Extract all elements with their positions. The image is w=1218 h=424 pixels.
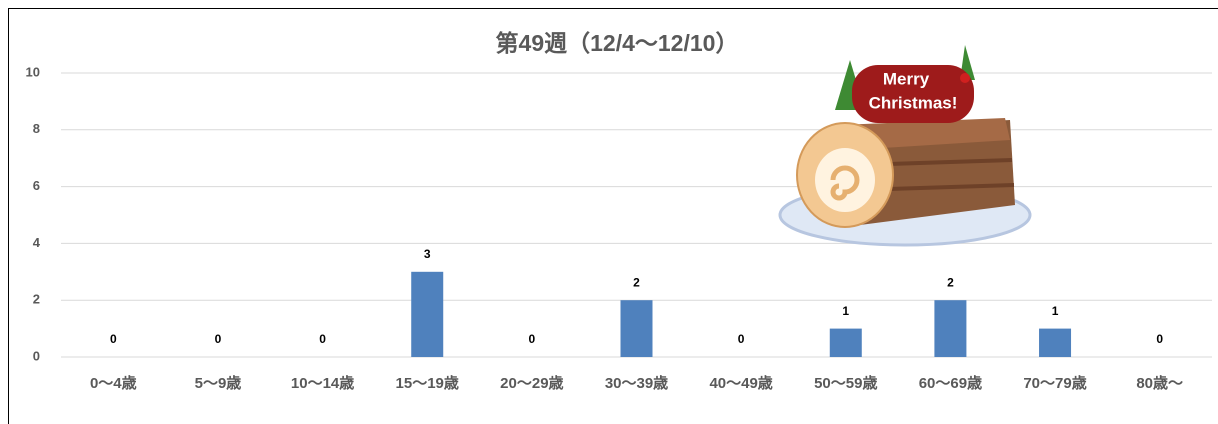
bar (1039, 328, 1072, 357)
x-tick-label: 40～49歳 (709, 374, 772, 392)
data-label: 0 (319, 332, 326, 346)
data-label: 1 (842, 304, 849, 318)
x-tick-label: 30～39歳 (605, 374, 668, 392)
x-tick-label: 60～69歳 (919, 374, 982, 392)
chart-title: 第49週（12/4～12/10） (496, 30, 739, 56)
y-tick-label: 6 (33, 178, 40, 193)
data-label: 0 (215, 332, 222, 346)
x-tick-label: 70～79歳 (1023, 374, 1086, 392)
y-tick-label: 2 (33, 292, 40, 307)
bar (620, 300, 653, 357)
x-tick-label: 5～9歳 (195, 374, 242, 392)
data-label: 2 (947, 275, 954, 289)
data-label: 0 (110, 332, 117, 346)
bar (411, 271, 444, 357)
data-label: 1 (1052, 304, 1059, 318)
data-label: 0 (529, 332, 536, 346)
bar (829, 328, 862, 357)
chart-frame (8, 8, 1218, 424)
data-label: 2 (633, 275, 640, 289)
x-tick-label: 10～14歳 (291, 374, 354, 392)
annotation: Merry (883, 69, 930, 88)
annotation: Christmas! (869, 93, 958, 112)
y-tick-label: 4 (33, 235, 41, 250)
x-tick-label: 15～19歳 (396, 374, 459, 392)
data-label: 3 (424, 247, 431, 261)
cake-illustration: Merry Christmas! (778, 45, 1032, 247)
y-tick-label: 8 (33, 121, 40, 136)
data-label: 0 (738, 332, 745, 346)
x-tick-label: 20～29歳 (500, 374, 563, 392)
x-tick-label: 80歳～ (1136, 374, 1183, 392)
data-label: 0 (1156, 332, 1163, 346)
y-tick-label: 10 (26, 64, 40, 79)
x-tick-label: 50～59歳 (814, 374, 877, 392)
y-tick-label: 0 (33, 348, 40, 363)
bar (934, 300, 967, 357)
x-tick-label: 0～4歳 (90, 374, 137, 392)
